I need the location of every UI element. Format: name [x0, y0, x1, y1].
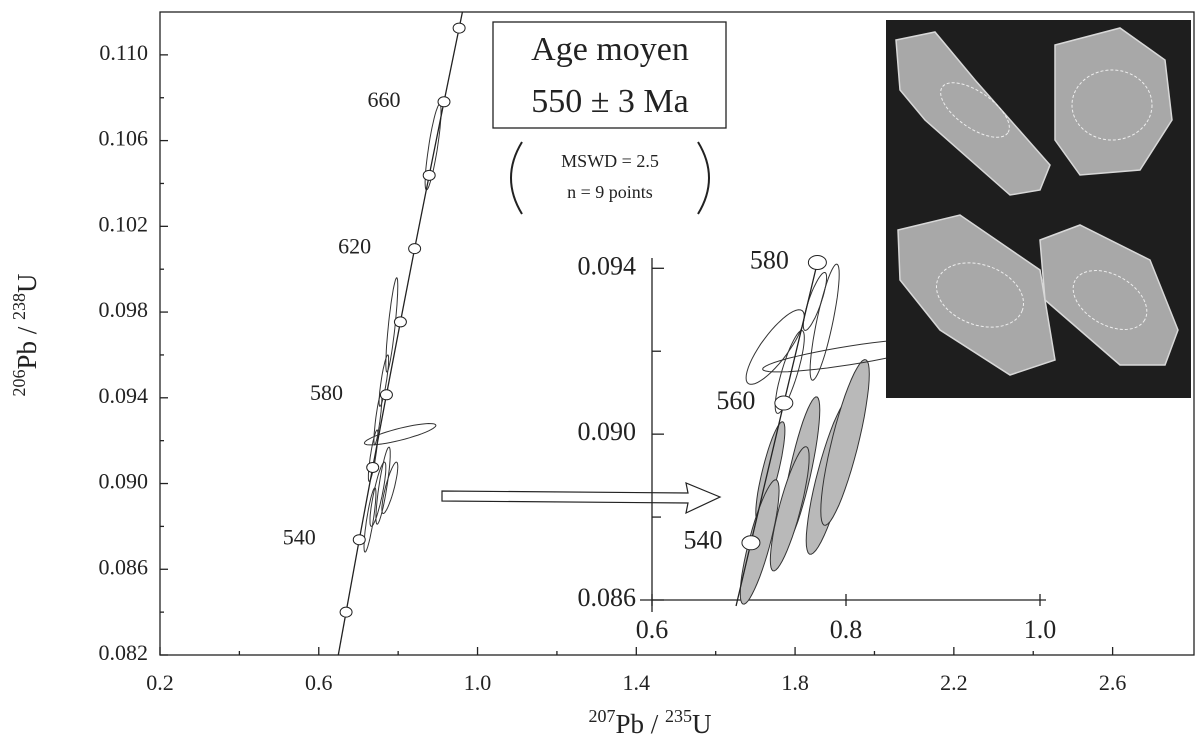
age-point: [422, 169, 436, 181]
error-ellipse: [802, 272, 828, 331]
error-ellipse: [755, 421, 786, 522]
error-ellipse: [381, 461, 399, 514]
y-label-mass: 238: [9, 293, 29, 320]
age-label: 540: [683, 526, 722, 555]
plot-frame: [159, 11, 1195, 656]
paren-right: [697, 141, 710, 215]
y-tick-label: 0.086: [99, 554, 149, 579]
age-label: 660: [367, 87, 400, 112]
error-ellipse: [809, 263, 840, 381]
error-ellipse: [363, 422, 437, 446]
y-tick-label: 0.090: [99, 469, 149, 494]
error-ellipse: [375, 446, 391, 525]
concordia-extension: [337, 612, 347, 656]
annotation-title: Age moyen: [531, 31, 689, 68]
sem-crystal: [1039, 224, 1179, 366]
annotation-box: [492, 21, 727, 129]
error-ellipse: [367, 429, 379, 482]
x-label-element: Pb /: [615, 709, 665, 739]
age-point: [339, 606, 353, 618]
age-label: 560: [716, 386, 755, 415]
error-ellipse: [373, 393, 383, 446]
annotation-n: n = 9 points: [567, 182, 653, 202]
x-tick-label: 1.4: [623, 670, 651, 695]
y-tick-label: 0.098: [99, 297, 149, 322]
x-tick-label: 2.2: [940, 670, 968, 695]
x-label-mass: 235: [665, 706, 692, 726]
error-ellipse: [369, 461, 387, 527]
x-label-mass: 207: [588, 706, 615, 726]
age-label: 580: [310, 380, 343, 405]
age-label: 540: [283, 525, 316, 550]
paren-left: [510, 141, 523, 215]
x-tick-label: 1.0: [464, 670, 492, 695]
error-ellipse: [378, 354, 390, 407]
age-point: [807, 254, 827, 270]
error-ellipse: [424, 103, 442, 191]
sem-spot: [935, 262, 1025, 328]
error-ellipse: [745, 309, 805, 385]
concordia-extension: [735, 542, 752, 607]
age-point: [352, 534, 366, 546]
age-point: [741, 535, 761, 551]
y-tick-label: 0.106: [99, 126, 149, 151]
age-point: [366, 461, 380, 473]
error-ellipse: [769, 446, 810, 572]
y-tick-label: 0.110: [99, 40, 148, 65]
x-tick-label: 0.8: [830, 615, 863, 644]
age-point: [437, 96, 451, 108]
y-tick-label: 0.086: [578, 583, 637, 612]
sem-crystal: [1054, 27, 1173, 176]
error-ellipse: [820, 359, 870, 526]
x-tick-label: 0.6: [305, 670, 333, 695]
sem-spot: [1072, 270, 1148, 330]
sem-spot: [940, 82, 1010, 138]
annotation-age: 550 ± 3 Ma: [531, 83, 688, 120]
age-point: [408, 243, 422, 255]
sem-spot: [1071, 69, 1153, 141]
age-point: [452, 22, 466, 34]
zoom-arrow: [441, 482, 722, 515]
error-ellipse: [363, 487, 377, 553]
annotation-mswd: MSWD = 2.5: [561, 151, 659, 171]
y-label-mass: 206: [9, 370, 29, 397]
y-tick-label: 0.090: [578, 417, 637, 446]
x-axis-label: 207Pb / 235U: [588, 706, 711, 739]
sem-crystal: [897, 214, 1056, 376]
y-label-element: Pb /: [12, 320, 42, 370]
x-tick-label: 2.6: [1099, 670, 1127, 695]
y-tick-label: 0.094: [99, 383, 149, 408]
age-label: 620: [338, 234, 371, 259]
y-tick-label: 0.082: [99, 640, 149, 665]
age-point: [393, 316, 407, 328]
x-label-element: U: [692, 709, 712, 739]
error-ellipse: [385, 277, 399, 373]
y-tick-label: 0.102: [99, 211, 149, 236]
age-label: 580: [750, 245, 789, 274]
age-point: [774, 395, 794, 411]
age-point: [379, 389, 393, 401]
x-tick-label: 1.8: [781, 670, 809, 695]
x-tick-label: 0.2: [146, 670, 174, 695]
y-label-element: U: [12, 273, 42, 293]
x-tick-label: 0.6: [636, 615, 669, 644]
sem-crystal: [895, 31, 1051, 196]
y-tick-label: 0.094: [578, 251, 637, 280]
x-tick-label: 1.0: [1024, 615, 1057, 644]
y-axis-label: 206Pb / 238U: [9, 273, 42, 396]
